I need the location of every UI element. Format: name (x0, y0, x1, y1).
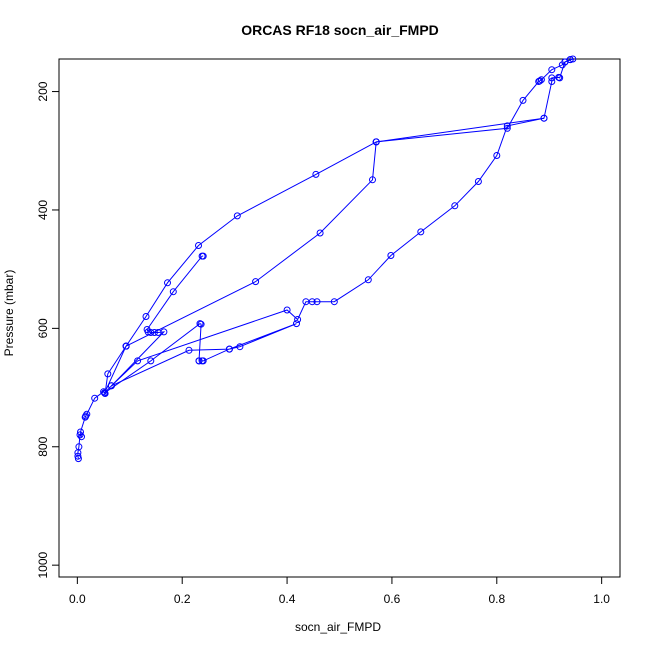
data-point (569, 55, 577, 63)
y-tick-label: 200 (36, 81, 50, 101)
data-point (474, 178, 482, 185)
series-line-5 (103, 323, 202, 395)
data-point (503, 124, 511, 132)
data-point (233, 212, 241, 220)
data-point (372, 138, 380, 146)
series-line-6 (125, 117, 545, 347)
data-point (195, 242, 202, 249)
x-tick-label: 0.8 (488, 592, 505, 606)
data-point (74, 452, 82, 460)
x-tick-label: 0.2 (174, 592, 191, 606)
data-point (236, 343, 244, 351)
chart-title: ORCAS RF18 socn_air_FMPD (241, 22, 439, 38)
data-point (312, 170, 320, 178)
data-point (75, 443, 83, 451)
data-point (540, 114, 548, 122)
data-point (387, 252, 395, 259)
data-point (225, 345, 233, 353)
x-axis-label: socn_air_FMPD (295, 620, 381, 634)
y-axis-label: Pressure (mbar) (2, 270, 16, 357)
data-point (283, 306, 291, 314)
data-point (77, 428, 84, 436)
data-point (196, 320, 204, 328)
x-tick-label: 0.4 (279, 592, 296, 606)
data-point (83, 410, 91, 418)
data-point (451, 202, 459, 210)
x-axis: 0.0 0.2 0.4 0.6 0.8 1.0 (69, 576, 610, 606)
data-point (91, 394, 99, 402)
data-point (537, 76, 545, 84)
data-point (330, 298, 338, 306)
data-point (493, 152, 501, 159)
data-point (519, 96, 527, 104)
data-point (561, 58, 569, 66)
series-line-3 (111, 59, 571, 387)
x-tick-label: 1.0 (593, 592, 610, 606)
data-point (82, 412, 90, 420)
data-point (76, 431, 84, 439)
data-point (142, 313, 150, 320)
data-point (104, 370, 112, 378)
series-line-2 (376, 58, 573, 143)
data-point (548, 78, 556, 85)
series-line-4 (111, 323, 297, 387)
data-point (536, 77, 544, 85)
series-line-7 (104, 255, 204, 394)
data-point (548, 66, 556, 74)
data-point (199, 252, 207, 260)
series-layer (74, 55, 577, 463)
y-tick-label: 1000 (36, 551, 50, 578)
data-point (293, 320, 300, 328)
data-point (252, 278, 260, 286)
data-point (169, 288, 177, 296)
data-point (316, 229, 324, 237)
x-tick-label: 0.0 (69, 592, 86, 606)
data-point (164, 279, 171, 287)
data-point (195, 357, 203, 365)
data-point (417, 228, 425, 236)
data-point (101, 389, 109, 397)
data-point (555, 73, 563, 81)
data-point (294, 316, 302, 323)
y-tick-label: 400 (36, 200, 50, 220)
y-axis: 200 400 600 800 1000 (36, 81, 60, 579)
data-point (364, 276, 372, 284)
data-point (302, 298, 310, 306)
y-tick-label: 800 (36, 436, 50, 456)
x-tick-label: 0.6 (384, 592, 401, 606)
data-point (143, 326, 151, 333)
data-point (154, 329, 162, 336)
data-point (313, 298, 321, 306)
data-point (147, 357, 155, 365)
data-point (548, 74, 556, 82)
series-line-1 (77, 141, 377, 459)
data-point (78, 433, 85, 441)
data-point (185, 346, 193, 354)
data-point (122, 342, 130, 350)
data-point (369, 176, 376, 184)
y-tick-label: 600 (36, 318, 50, 338)
data-point (134, 357, 142, 365)
